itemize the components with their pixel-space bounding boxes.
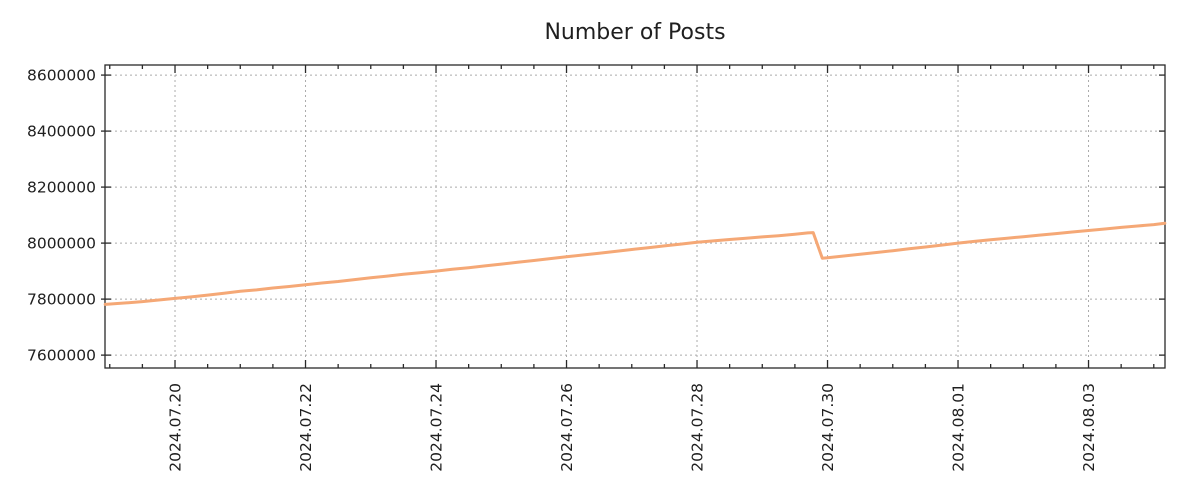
- x-tick-label: 2024.07.24: [428, 383, 446, 472]
- x-tick-label: 2024.07.30: [819, 383, 837, 472]
- x-tick-label: 2024.08.03: [1080, 383, 1098, 472]
- plot-border: [104, 64, 1166, 369]
- y-tick-label: 8400000: [27, 123, 96, 141]
- y-tick-label: 8600000: [27, 67, 96, 85]
- chart-title: Number of Posts: [544, 20, 725, 45]
- series-line-number-of-posts: [103, 221, 1167, 306]
- x-tick-label: 2024.07.28: [689, 383, 707, 472]
- y-tick-label: 8200000: [27, 179, 96, 197]
- x-tick-label: 2024.08.01: [950, 383, 968, 472]
- y-tick-label: 7600000: [27, 347, 96, 365]
- y-tick-label: 7800000: [27, 291, 96, 309]
- x-tick-label: 2024.07.26: [558, 383, 576, 472]
- x-tick-label: 2024.07.22: [297, 383, 315, 472]
- y-tick-label: 8000000: [27, 235, 96, 253]
- x-tick-label: 2024.07.20: [167, 383, 185, 472]
